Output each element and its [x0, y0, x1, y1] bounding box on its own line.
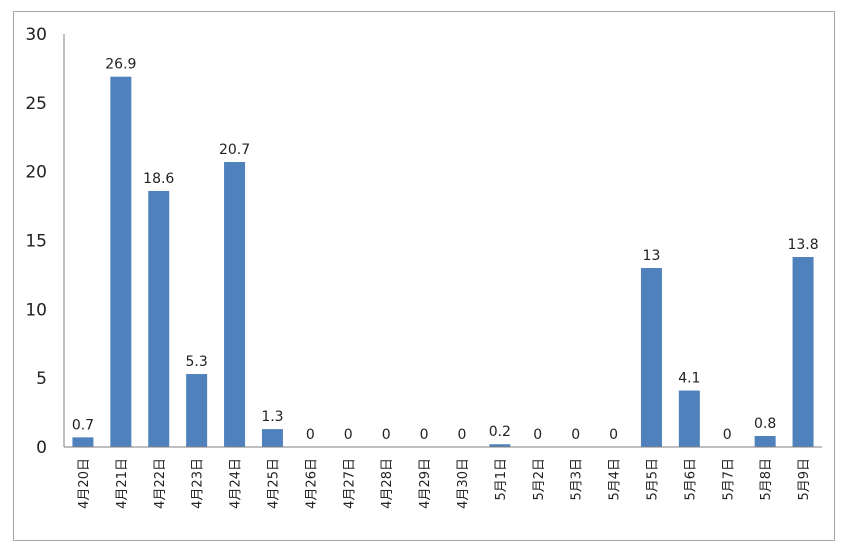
data-label: 18.6	[143, 171, 174, 187]
data-label: 4.1	[678, 371, 700, 387]
data-label: 0	[420, 427, 429, 443]
data-label: 0	[533, 427, 542, 443]
bar	[678, 390, 700, 447]
bar	[72, 437, 94, 447]
bar	[224, 162, 246, 447]
data-label: 0	[306, 427, 315, 443]
data-label: 26.9	[105, 57, 136, 73]
bar	[792, 257, 814, 447]
data-label: 0	[723, 427, 732, 443]
category-label: 5月2日	[532, 458, 547, 501]
category-label: 4月30日	[456, 458, 471, 509]
data-label: 1.3	[261, 409, 283, 425]
data-label: 13.8	[787, 237, 818, 253]
data-label: 13	[643, 248, 661, 264]
bar	[754, 435, 776, 447]
category-label: 5月9日	[797, 458, 812, 501]
data-label: 0.2	[489, 424, 511, 440]
data-labels: 0.7 26.9 18.6 5.3 20.7 1.3 0 0 0 0 0 0.2 0 0 0 13 4.1 0 0.…	[72, 57, 819, 443]
data-label: 0.7	[72, 417, 94, 433]
data-label: 0	[382, 427, 391, 443]
category-label: 5月5日	[645, 458, 660, 501]
bar	[110, 76, 132, 447]
category-label: 5月7日	[721, 458, 736, 501]
category-label: 4月24日	[229, 458, 244, 509]
y-tick-label: 0	[36, 438, 47, 458]
y-tick-label: 15	[25, 232, 47, 252]
data-label: 0.8	[754, 416, 776, 432]
bar	[640, 268, 662, 447]
category-label: 5月3日	[570, 458, 585, 501]
data-label: 0	[609, 427, 618, 443]
category-label: 5月4日	[608, 458, 623, 501]
y-tick-label: 20	[25, 163, 47, 183]
data-label: 5.3	[186, 354, 208, 370]
category-label: 4月28日	[380, 458, 395, 509]
bar	[148, 190, 170, 447]
category-label: 4月25日	[266, 458, 281, 509]
category-label: 4月29日	[418, 458, 433, 509]
y-tick-label: 5	[36, 369, 47, 389]
bars	[72, 76, 814, 447]
data-label: 0	[344, 427, 353, 443]
data-label: 20.7	[219, 142, 250, 158]
category-label: 4月21日	[115, 458, 130, 509]
data-label: 0	[571, 427, 580, 443]
x-axis: 4月20日 4月21日 4月22日 4月23日 4月24日 4月25日 4月26日 4月27日…	[64, 446, 822, 509]
bar	[186, 374, 208, 447]
category-label: 4月23日	[191, 458, 206, 509]
category-label: 5月1日	[494, 458, 509, 501]
category-label: 4月26日	[304, 458, 319, 509]
category-label: 4月22日	[153, 458, 168, 509]
data-label: 0	[457, 427, 466, 443]
bar	[489, 444, 511, 447]
category-label: 4月27日	[342, 458, 357, 509]
y-tick-label: 10	[25, 300, 47, 320]
bar	[261, 429, 283, 447]
y-tick-label: 30	[25, 25, 47, 45]
y-axis: 0 5 10 15 20 25 30	[25, 25, 65, 458]
category-label: 5月8日	[759, 458, 774, 501]
y-tick-label: 25	[25, 94, 47, 114]
category-label: 5月6日	[683, 458, 698, 501]
category-label: 4月20日	[77, 458, 92, 509]
